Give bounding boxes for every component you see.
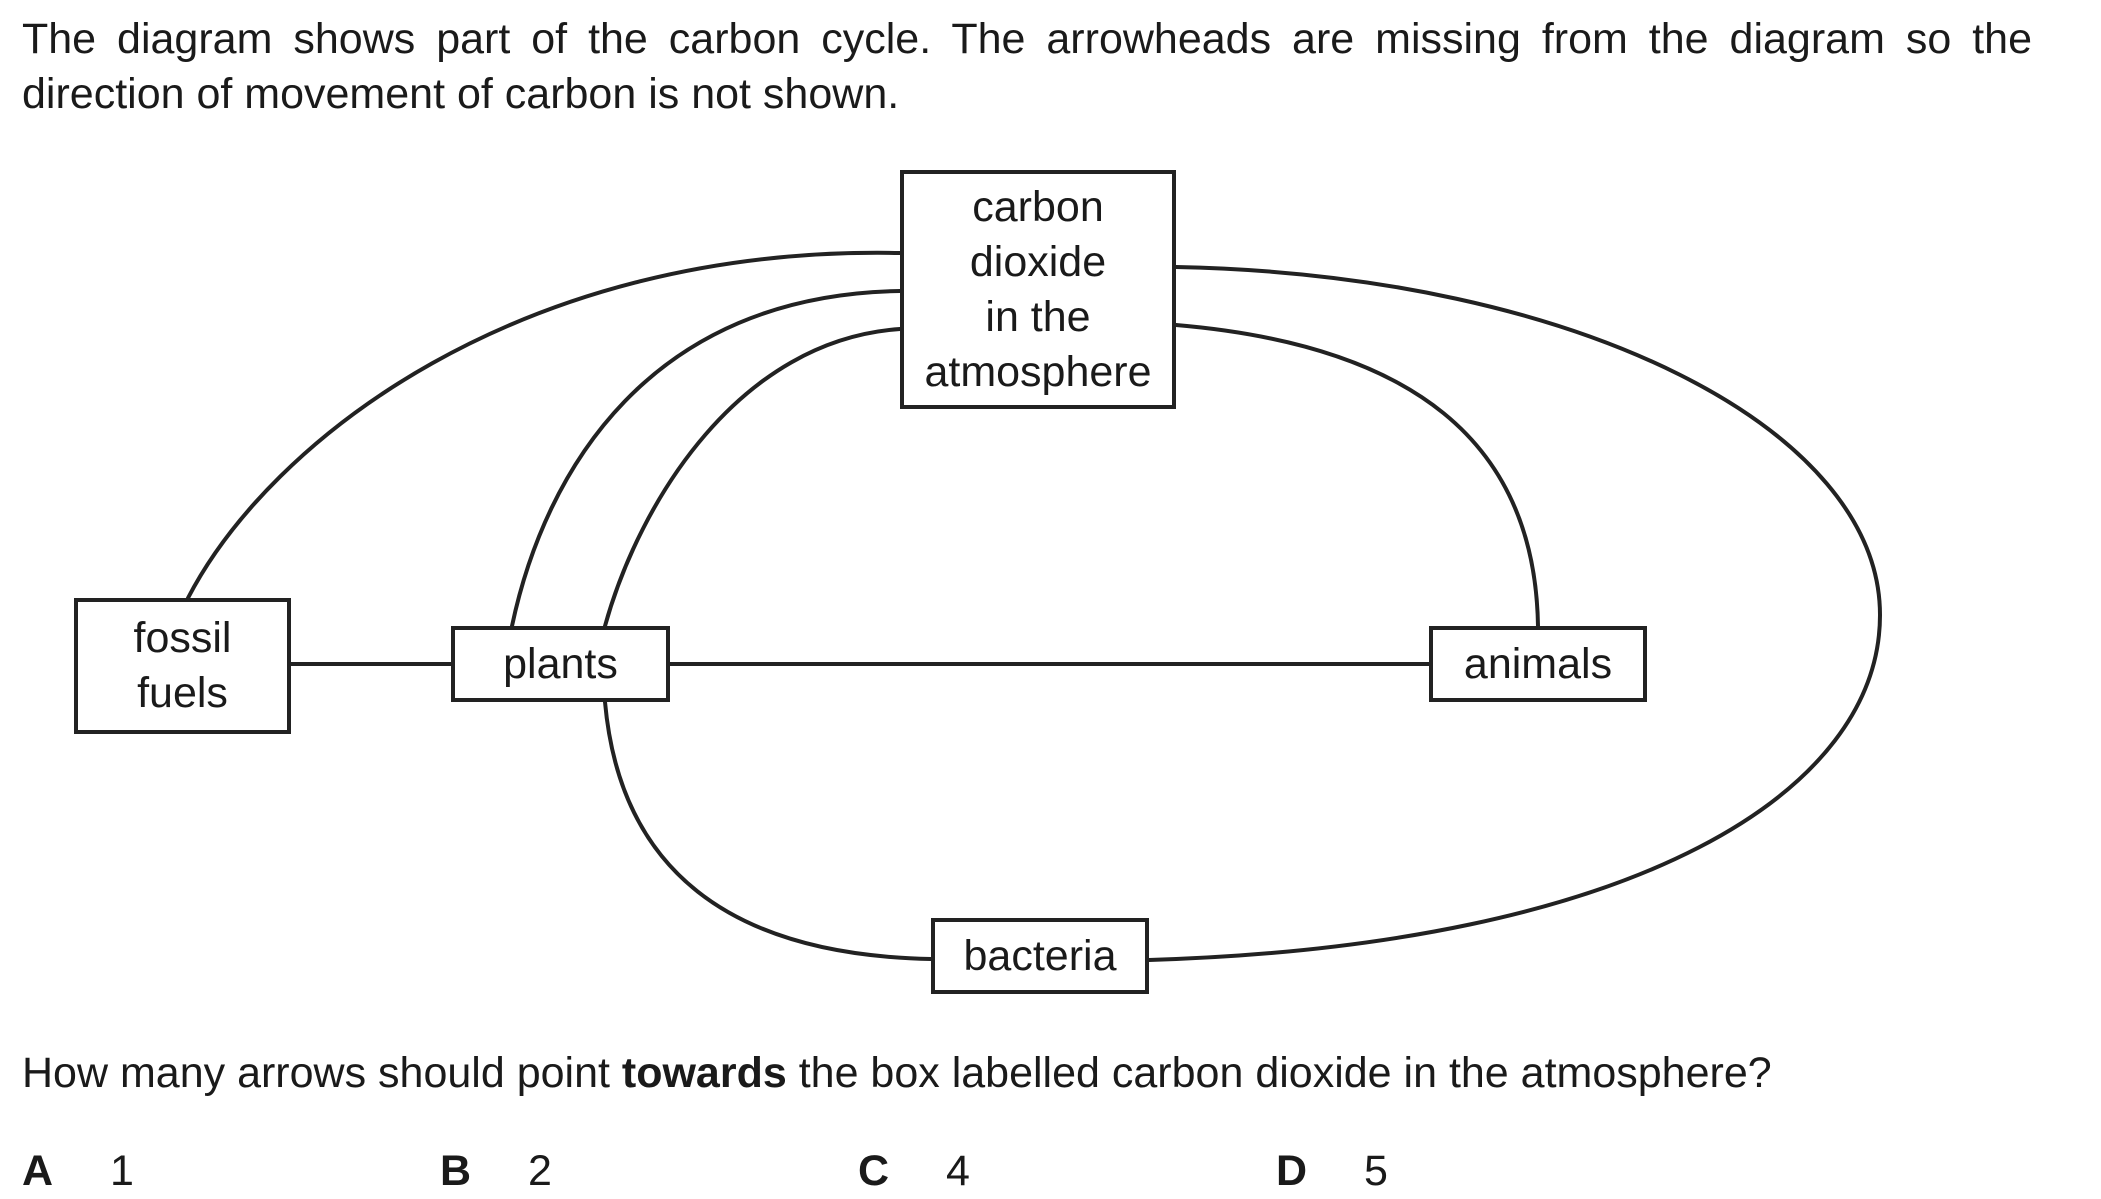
option-letter: B [440,1147,472,1195]
option-value: 1 [110,1147,134,1195]
question-text-end: the box labelled carbon dioxide in the a… [786,1049,1772,1097]
line-plants-outer-to-co2 [510,289,902,628]
option-letter: A [22,1147,54,1195]
option-value: 4 [946,1147,970,1195]
node-label-line: fuels [137,669,228,717]
node-bacteria: bacteria [931,918,1149,994]
node-label-line: bacteria [963,931,1117,980]
node-label-line: atmosphere [924,347,1152,396]
question-emphasis: towards [621,1049,787,1097]
node-label-line: animals [1463,639,1613,688]
question-text: How many arrows should point towards the… [22,1046,1772,1101]
node-plants: plants [451,626,670,702]
node-label-line: fossil [133,614,232,662]
option-letter: D [1276,1147,1308,1195]
question-intro: The diagram shows part of the carbon cyc… [22,15,2032,118]
node-animals: animals [1429,626,1647,702]
line-plants-inner-to-co2 [603,327,902,628]
node-label-line: in the [985,292,1091,341]
node-fossil-fuels: fossil fuels [74,598,291,734]
node-label-line: carbon [972,182,1104,231]
line-animals-to-co2 [1174,323,1540,628]
option-letter: C [858,1147,890,1195]
node-label-line: dioxide [969,237,1107,286]
node-label-line: plants [503,639,618,688]
option-value: 2 [528,1147,552,1195]
line-fossil-fuels-to-co2 [186,250,902,600]
question-text-start: How many arrows should point [22,1049,622,1097]
node-carbon-dioxide: carbon dioxide in the atmosphere [900,170,1176,409]
line-plants-to-bacteria [603,700,933,961]
option-value: 5 [1364,1147,1388,1195]
line-bacteria-to-co2 [1147,265,1883,962]
